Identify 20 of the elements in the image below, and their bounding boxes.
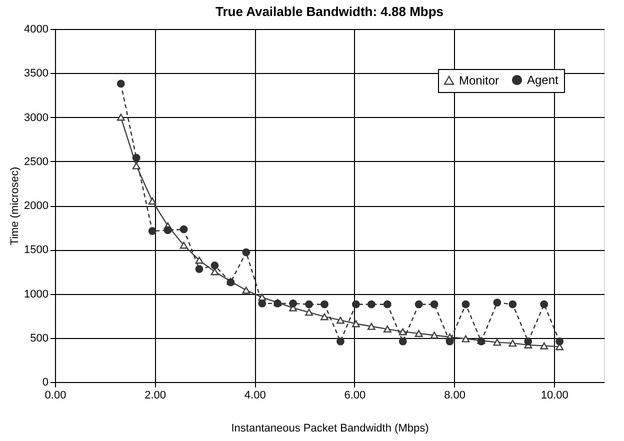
y-tick-label: 2000: [24, 200, 48, 212]
y-axis-title: Time (microsec): [9, 166, 22, 246]
y-tick-label: 2500: [24, 156, 48, 168]
x-tick-label: 4.00: [244, 390, 266, 402]
y-tick-label: 1500: [24, 244, 48, 256]
legend-label: Monitor: [459, 73, 500, 88]
x-tick-label: 8.00: [444, 390, 466, 402]
x-axis-title: Instantaneous Packet Bandwidth (Mbps): [231, 422, 429, 434]
y-tick-label: 500: [30, 332, 48, 344]
x-tick-label: 2.00: [144, 390, 166, 402]
x-tick-label: 6.00: [344, 390, 366, 402]
y-tick-label: 0: [42, 376, 48, 388]
y-tick-label: 3000: [24, 112, 48, 124]
chart-title: True Available Bandwidth: 4.88 Mbps: [215, 4, 444, 19]
y-tick-label: 1000: [24, 288, 48, 300]
x-tick-label: 10.00: [540, 390, 568, 402]
y-tick-label: 4000: [24, 24, 48, 36]
legend-label: Agent: [527, 73, 560, 88]
y-tick-label: 3500: [24, 68, 48, 80]
x-tick-label: 0.00: [44, 390, 66, 402]
